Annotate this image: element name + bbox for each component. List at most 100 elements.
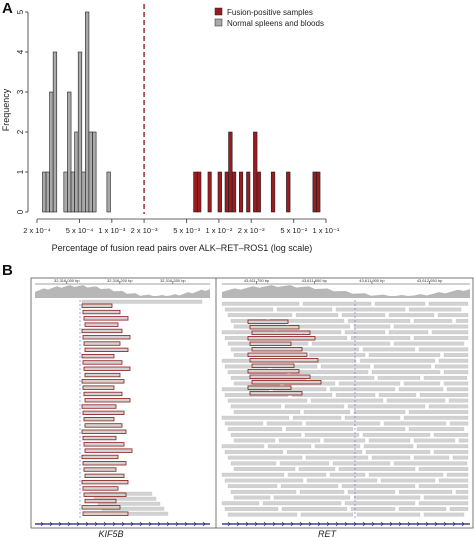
- read: [287, 472, 327, 477]
- read: [443, 370, 469, 375]
- histogram-bar: [246, 171, 251, 213]
- read: [403, 381, 441, 386]
- strand-arrow: [308, 521, 312, 527]
- strand-arrow: [94, 521, 98, 527]
- y-tick-label: 2: [16, 129, 25, 134]
- fusion-read: [247, 385, 292, 390]
- strand-arrow: [263, 521, 267, 527]
- read: [266, 421, 303, 426]
- fusion-read: [83, 316, 129, 321]
- read: [373, 364, 432, 369]
- read: [230, 432, 302, 437]
- kif5b-track: 32,316,000 bp 32,316,200 bp 32,316,350 bp: [35, 278, 210, 527]
- read: [329, 387, 396, 392]
- read: [393, 324, 469, 329]
- read: [310, 398, 384, 403]
- histogram-bar: [81, 171, 86, 213]
- read: [341, 313, 386, 318]
- read: [311, 341, 391, 346]
- read: [227, 455, 303, 460]
- coordinate-label: 43,611,800 bp: [302, 278, 328, 283]
- strand-arrow: [452, 521, 456, 527]
- fusion-read: [82, 309, 121, 315]
- coordinate-label: 43,611,900 bp: [359, 278, 385, 283]
- read: [227, 512, 298, 517]
- read: [233, 467, 296, 471]
- fusion-read: [84, 423, 123, 428]
- x-tick-label: 5 x 10⁻³: [173, 226, 200, 235]
- read: [290, 370, 369, 375]
- ret-track: 43,611,750 bp 43,611,800 bp 43,611,900 bp 4…: [221, 278, 470, 527]
- legend: Fusion-positive samples Normal spleens an…: [214, 7, 324, 28]
- read: [438, 478, 469, 483]
- strand-arrow: [371, 521, 375, 527]
- strand-arrow: [254, 521, 258, 527]
- read: [224, 478, 304, 483]
- histogram-bar: [207, 171, 212, 213]
- read: [221, 444, 265, 449]
- histogram-bar: [312, 171, 317, 213]
- fusion-read: [249, 374, 311, 379]
- read: [299, 489, 345, 494]
- fusion-read: [251, 363, 295, 368]
- read: [344, 501, 416, 506]
- read: [368, 472, 444, 477]
- read: [356, 427, 406, 432]
- read: [458, 438, 469, 443]
- read: [418, 484, 469, 489]
- read: [428, 404, 469, 409]
- read: [227, 484, 278, 489]
- strand-arrow: [245, 521, 249, 527]
- histogram-bar: [239, 171, 244, 213]
- read: [230, 461, 277, 466]
- read: [353, 324, 391, 329]
- fusion-read: [81, 328, 123, 334]
- fusion-read: [247, 336, 316, 341]
- strand-arrow: [434, 521, 438, 527]
- coordinate-label: 32,316,350 bp: [160, 278, 186, 283]
- coordinate-label: 43,612,050 bp: [417, 278, 443, 283]
- strand-arrow: [85, 521, 89, 527]
- x-tick-label: 2 x 10⁻³: [131, 226, 158, 235]
- genome-browser-panel: 32,316,000 bp 32,316,200 bp 32,316,350 bp …: [30, 277, 474, 538]
- read: [431, 330, 469, 335]
- read: [446, 472, 469, 477]
- read: [428, 301, 469, 306]
- read: [443, 381, 469, 386]
- read: [413, 438, 456, 443]
- read: [273, 495, 351, 500]
- read: [408, 307, 462, 312]
- read: [233, 495, 271, 500]
- strand-arrow: [416, 521, 420, 527]
- read: [305, 455, 369, 460]
- read: [278, 438, 321, 443]
- histogram-bar: [92, 131, 97, 213]
- histogram-bar: [63, 171, 68, 213]
- read: [423, 495, 469, 500]
- read: [224, 507, 279, 511]
- x-axis-label: Percentage of fusion read pairs over ALK…: [52, 243, 313, 253]
- read: [303, 410, 351, 414]
- read: [286, 450, 363, 454]
- coordinate-label: 32,316,200 bp: [107, 278, 133, 283]
- gene-label-ret: RET: [318, 529, 338, 538]
- fusion-read: [81, 505, 121, 510]
- read: [455, 318, 469, 323]
- histogram-bar: [106, 171, 111, 213]
- read: [408, 410, 469, 414]
- histogram-bar: [74, 131, 79, 213]
- fusion-read: [83, 366, 131, 371]
- read: [383, 421, 447, 426]
- legend-label: Fusion-positive samples: [227, 8, 313, 17]
- read: [418, 467, 469, 471]
- read: [446, 387, 469, 392]
- x-tick-label: 1 x 10⁻³: [98, 226, 125, 235]
- strand-arrow: [148, 521, 152, 527]
- read: [419, 393, 469, 397]
- fusion-read: [81, 303, 113, 308]
- read: [374, 301, 426, 306]
- fusion-read: [83, 492, 127, 497]
- read: [233, 410, 301, 414]
- y-tick-label: 3: [16, 89, 25, 94]
- y-tick-label: 5: [16, 9, 25, 14]
